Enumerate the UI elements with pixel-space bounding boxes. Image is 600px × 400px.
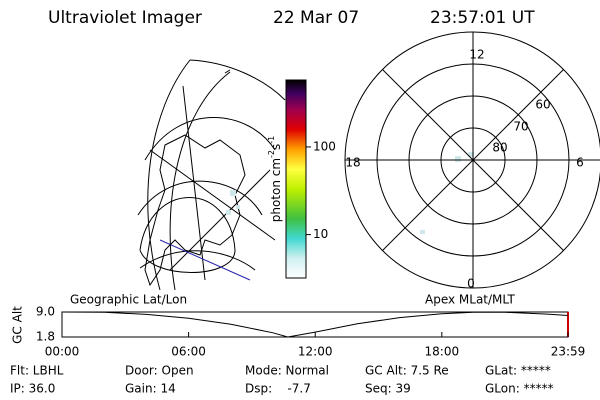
mlt-label: 0 — [467, 277, 475, 291]
status-field: IP: 36.0 — [10, 382, 55, 396]
mlt-label: 18 — [345, 156, 360, 170]
y-tick-label: 1.8 — [36, 330, 55, 344]
status-field: GLon: ***** — [485, 382, 554, 396]
lat-label: 80 — [492, 141, 507, 155]
right-panel-label: Apex MLat/MLT — [425, 293, 515, 307]
status-field: GC Alt: 7.5 Re — [365, 364, 449, 378]
colorbar-label: photon cm-2s-1 — [267, 136, 283, 223]
altitude-curve — [61, 311, 569, 338]
lat-label: 60 — [535, 98, 550, 112]
time: 23:57:01 UT — [430, 8, 535, 28]
aurora-dots — [226, 152, 474, 234]
mlt-label: 12 — [469, 48, 484, 62]
y-tick-label: 9.0 — [36, 305, 55, 319]
mlt-label: 6 — [576, 156, 584, 170]
x-tick-label: 23:59 — [551, 345, 586, 359]
colorbar-tick-label: 100 — [313, 139, 336, 153]
status-field: Dsp: -7.7 — [245, 382, 311, 396]
colorbar-tick-label: 10 — [313, 227, 328, 241]
geo-map — [137, 59, 286, 291]
x-tick-label: 00:00 — [45, 345, 80, 359]
instrument: Ultraviolet Imager — [48, 8, 202, 28]
x-tick-label: 18:00 — [425, 345, 460, 359]
status-field: Mode: Normal — [245, 364, 329, 378]
date: 22 Mar 07 — [273, 8, 359, 28]
status-field: Gain: 14 — [125, 382, 176, 396]
status-field: Flt: LBHL — [10, 364, 64, 378]
lat-label: 70 — [513, 120, 528, 134]
mlt-spoke — [382, 69, 564, 251]
altitude-ylabel: GC Alt — [11, 306, 25, 344]
left-panel-label: Geographic Lat/Lon — [70, 293, 187, 307]
status-field: Door: Open — [125, 364, 194, 378]
colorbar-label-text: photon cm-2s-1 — [267, 136, 283, 223]
polar-grid — [344, 31, 600, 289]
x-tick-label: 06:00 — [171, 345, 206, 359]
colorbar — [285, 79, 307, 279]
x-tick-label: 12:00 — [298, 345, 333, 359]
status-field: Seq: 39 — [365, 382, 411, 396]
status-field: GLat: ***** — [485, 364, 551, 378]
